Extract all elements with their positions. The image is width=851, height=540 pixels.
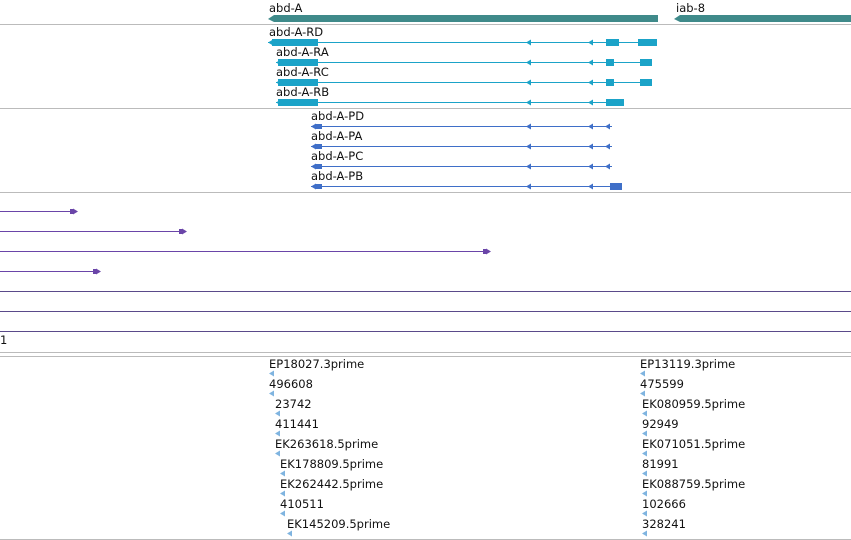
est-glyph — [642, 511, 647, 517]
est-label[interactable]: 92949 — [642, 418, 679, 431]
est-label[interactable]: 410511 — [280, 498, 324, 511]
est-label[interactable]: EK080959.5prime — [642, 398, 745, 411]
genome-browser: abd-A iab-8 abd-A-RD abd-A-RA abd-A-RC a… — [0, 0, 851, 540]
transcript-label-rb[interactable]: abd-A-RB — [276, 86, 329, 99]
protein-segment-marker — [588, 124, 593, 130]
protein-segment-marker — [605, 164, 610, 170]
est-glyph — [642, 411, 647, 417]
protein-label-pc[interactable]: abd-A-PC — [311, 150, 363, 163]
feature-end-block — [70, 209, 74, 214]
gene-glyph-iab-8 — [674, 15, 851, 22]
est-glyph — [275, 451, 280, 457]
est-glyph — [280, 491, 285, 497]
transcript-exon — [640, 59, 652, 66]
gene-label-abd-a[interactable]: abd-A — [269, 2, 302, 15]
transcript-exon-marker — [526, 60, 531, 66]
est-glyph — [640, 371, 645, 377]
est-glyph — [275, 411, 280, 417]
est-glyph — [642, 491, 647, 497]
transcript-exon — [606, 79, 614, 86]
transcript-exon — [606, 39, 619, 46]
est-label[interactable]: 23742 — [275, 398, 312, 411]
est-glyph — [642, 431, 647, 437]
protein-segment-marker — [588, 184, 593, 190]
protein-segment-marker — [588, 164, 593, 170]
est-glyph — [642, 451, 647, 457]
protein-segment-marker — [526, 184, 531, 190]
transcript-exon — [278, 99, 318, 106]
est-label[interactable]: 328241 — [642, 518, 686, 531]
est-label[interactable]: 81991 — [642, 458, 679, 471]
est-glyph — [269, 391, 274, 397]
protein-label-pd[interactable]: abd-A-PD — [311, 110, 364, 123]
track-canvas — [0, 0, 851, 540]
gene-label-iab-8[interactable]: iab-8 — [676, 2, 705, 15]
est-glyph — [280, 471, 285, 477]
transcript-exon-marker — [588, 100, 593, 106]
transcript-exon-marker — [526, 40, 531, 46]
protein-segment-marker — [605, 124, 610, 130]
est-label[interactable]: 102666 — [642, 498, 686, 511]
est-label[interactable]: 411441 — [275, 418, 319, 431]
est-glyph — [642, 471, 647, 477]
transcript-exon-marker — [588, 60, 593, 66]
transcript-exon — [606, 99, 624, 106]
est-glyph — [287, 531, 292, 537]
est-label[interactable]: EK263618.5prime — [275, 438, 378, 451]
est-glyph — [280, 511, 285, 517]
protein-segment — [315, 184, 322, 189]
transcript-label-rc[interactable]: abd-A-RC — [276, 66, 329, 79]
feature-end-block — [179, 229, 183, 234]
est-glyph — [275, 431, 280, 437]
transcript-exon-marker — [588, 80, 593, 86]
protein-segment-marker — [526, 144, 531, 150]
protein-segment-marker — [526, 164, 531, 170]
est-label[interactable]: EK071051.5prime — [642, 438, 745, 451]
protein-segment-marker — [605, 144, 610, 150]
est-label[interactable]: EK262442.5prime — [280, 478, 383, 491]
transcript-label-rd[interactable]: abd-A-RD — [269, 26, 323, 39]
est-label[interactable]: EP18027.3prime — [269, 358, 364, 371]
protein-segment-marker — [526, 124, 531, 130]
est-glyph — [640, 391, 645, 397]
transcript-exon — [640, 79, 652, 86]
transcript-exon-marker — [526, 80, 531, 86]
feature-end-block — [483, 249, 487, 254]
transcript-exon — [638, 39, 657, 46]
protein-segment-marker — [588, 144, 593, 150]
est-label[interactable]: EP13119.3prime — [640, 358, 735, 371]
est-label[interactable]: EK088759.5prime — [642, 478, 745, 491]
est-glyph — [642, 531, 647, 537]
protein-label-pa[interactable]: abd-A-PA — [311, 130, 362, 143]
transcript-exon-marker — [526, 100, 531, 106]
transcript-exon-marker — [588, 40, 593, 46]
transcript-label-ra[interactable]: abd-A-RA — [276, 46, 329, 59]
transcript-exon — [606, 59, 614, 66]
protein-label-pb[interactable]: abd-A-PB — [311, 170, 363, 183]
gene-glyph-abd-a — [268, 15, 658, 22]
protein-segment — [610, 183, 622, 190]
est-label[interactable]: EK145209.5prime — [287, 518, 390, 531]
est-label[interactable]: 496608 — [269, 378, 313, 391]
est-label[interactable]: 475599 — [640, 378, 684, 391]
est-glyph — [269, 371, 274, 377]
est-label[interactable]: EK178809.5prime — [280, 458, 383, 471]
feature-end-block — [93, 269, 97, 274]
ruler-label: 1 — [0, 334, 7, 347]
